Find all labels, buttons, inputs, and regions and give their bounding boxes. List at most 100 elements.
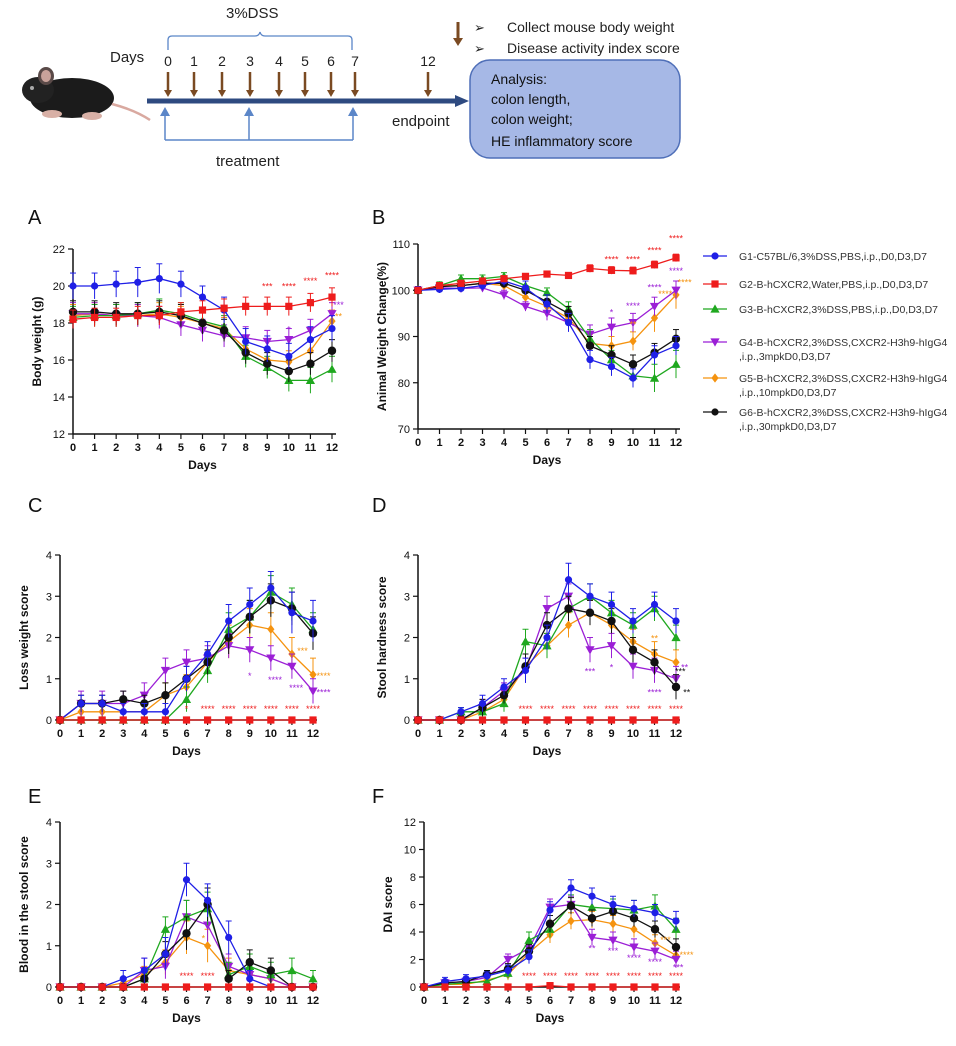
x-tick-label: 12 [670, 437, 682, 449]
x-tick-label: 11 [649, 995, 661, 1007]
y-tick-label: 100 [392, 285, 410, 297]
y-tick-label: 4 [410, 927, 416, 939]
day-marker-arrowhead [218, 90, 226, 97]
x-tick-label: 6 [544, 728, 550, 740]
data-point [181, 694, 192, 703]
x-tick-label: 12 [307, 728, 319, 740]
significance-label: **** [604, 704, 619, 714]
y-tick-label: 14 [53, 392, 65, 404]
data-point [564, 576, 573, 584]
significance-label: **** [648, 957, 663, 967]
data-point [160, 666, 171, 676]
data-point [504, 966, 512, 975]
y-tick-label: 110 [392, 239, 410, 251]
data-point [220, 304, 228, 312]
data-point [182, 876, 191, 884]
data-point [542, 309, 552, 318]
data-point [650, 351, 659, 359]
legend-marker [711, 252, 719, 260]
significance-label: **** [583, 704, 598, 714]
data-point [546, 982, 554, 990]
data-point [119, 983, 127, 991]
legend-entry-g6: G6-B-hCXCR2,3%DSS,CXCR2-H3h9-hIgG4 ,i.p.,… [703, 407, 947, 433]
x-tick-label: 11 [286, 728, 298, 740]
significance-label: **** [679, 950, 694, 960]
data-point [586, 592, 594, 600]
data-point [671, 632, 681, 642]
panel-letter: C [28, 495, 42, 517]
x-tick-label: 11 [649, 437, 661, 449]
series-g2 [69, 287, 336, 329]
y-tick-label: 1 [404, 674, 410, 686]
y-tick-label: 1 [46, 941, 52, 953]
x-tick-label: 1 [436, 728, 442, 740]
data-point [503, 955, 513, 965]
legend-label: ,i.p.,30mpkD0,D3,D7 [739, 421, 837, 433]
y-tick-label: 80 [398, 378, 410, 390]
data-point [308, 974, 318, 983]
data-point [435, 716, 444, 724]
days-label: Days [110, 49, 144, 66]
data-point [198, 293, 207, 301]
data-point [266, 654, 276, 663]
significance-label: **** [285, 704, 300, 714]
data-point [267, 584, 275, 592]
data-point [98, 699, 106, 708]
day-marker-arrowhead [327, 90, 335, 97]
data-point [478, 716, 487, 724]
significance-label: **** [243, 704, 258, 714]
data-point [629, 336, 637, 346]
x-tick-label: 11 [305, 442, 317, 454]
analysis-line-3: HE inflammatory score [491, 133, 633, 149]
legend-label: G5-B-hCXCR2,3%DSS,CXCR2-H3h9-hIgG4 [739, 373, 947, 385]
data-point [478, 277, 487, 285]
significance-label: **** [627, 953, 642, 963]
y-tick-label: 20 [53, 281, 65, 293]
data-point [287, 662, 297, 671]
x-tick-label: 6 [547, 995, 553, 1007]
data-point [609, 983, 617, 991]
data-point [267, 983, 275, 991]
significance-label: *** [608, 946, 619, 956]
significance-label: * [248, 671, 252, 681]
data-point [161, 716, 170, 724]
data-point [521, 292, 530, 302]
significance-label: *** [333, 300, 344, 310]
x-tick-label: 4 [501, 437, 508, 449]
data-point [525, 953, 533, 961]
data-point [564, 271, 573, 280]
data-point [225, 716, 233, 724]
data-point [285, 302, 293, 310]
x-tick-label: 1 [78, 995, 84, 1007]
analysis-box [469, 59, 681, 159]
significance-label: **** [606, 971, 621, 981]
data-point [651, 983, 659, 991]
x-tick-label: 10 [628, 995, 640, 1007]
data-point [520, 637, 531, 646]
data-point [69, 282, 77, 290]
data-point [327, 364, 337, 373]
data-point [606, 642, 617, 651]
x-tick-label: 3 [479, 728, 485, 740]
legend-label: G6-B-hCXCR2,3%DSS,CXCR2-H3h9-hIgG4 [739, 407, 947, 419]
significance-label: **** [282, 282, 297, 292]
data-point [306, 359, 315, 368]
day-marker-arrowhead [351, 90, 359, 97]
significance-label: **** [564, 971, 579, 981]
data-point [483, 972, 491, 980]
data-point [521, 666, 530, 675]
significance-label: **** [303, 276, 318, 286]
data-point [77, 716, 85, 724]
y-tick-label: 0 [410, 982, 416, 994]
x-tick-label: 5 [162, 728, 168, 740]
data-point [245, 646, 255, 655]
data-point [112, 280, 120, 288]
day-tick-label: 0 [164, 53, 172, 69]
significance-label: **** [179, 971, 194, 981]
data-point [521, 284, 530, 292]
data-point [588, 892, 596, 900]
legend-entry-g4: G4-B-hCXCR2,3%DSS,CXCR2-H3h9-hIgG4 ,i.p.,… [703, 337, 947, 363]
data-point [263, 359, 272, 368]
